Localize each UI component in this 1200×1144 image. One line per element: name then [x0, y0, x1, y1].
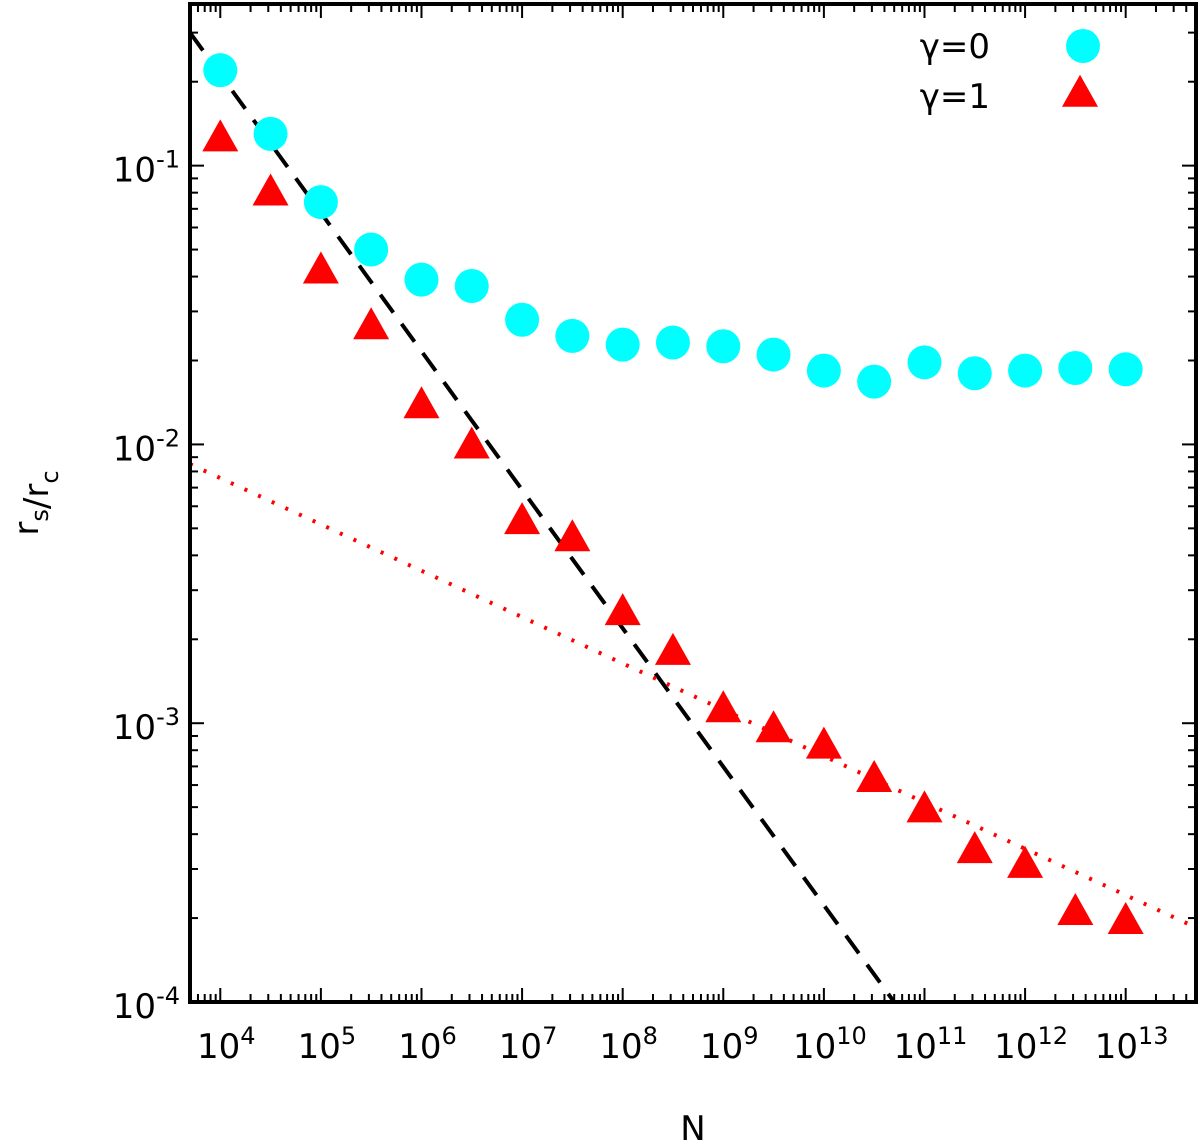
data-point-triangle	[1107, 901, 1144, 934]
data-point-triangle	[353, 307, 390, 340]
data-point-triangle	[302, 251, 339, 284]
dashed-fit-line	[190, 31, 896, 1002]
data-point-circle	[555, 318, 590, 353]
data-point-triangle	[504, 502, 541, 535]
data-point-circle	[203, 53, 238, 88]
x-tick-label: 105	[298, 1022, 357, 1067]
data-point-circle	[806, 353, 841, 388]
data-point-triangle	[453, 426, 490, 459]
data-point-circle	[706, 329, 741, 364]
data-point-circle	[454, 269, 489, 304]
data-point-circle	[404, 262, 439, 297]
data-point-triangle	[956, 831, 993, 864]
x-tick-label: 109	[700, 1022, 759, 1067]
data-point-triangle	[403, 386, 440, 419]
data-point-circle	[303, 185, 338, 220]
x-tick-label: 1011	[894, 1022, 968, 1067]
data-point-circle	[253, 116, 288, 151]
data-point-triangle	[1007, 845, 1044, 878]
data-point-triangle	[654, 632, 691, 665]
legend-label-gamma0: γ=0	[920, 27, 990, 67]
data-point-circle	[907, 345, 942, 380]
data-point-circle	[756, 337, 791, 372]
data-point-triangle	[856, 759, 893, 792]
x-tick-label: 108	[599, 1022, 658, 1067]
series-gamma1-points	[202, 119, 1144, 934]
data-point-triangle	[1057, 892, 1094, 925]
data-point-triangle	[705, 690, 742, 723]
data-point-circle	[1008, 353, 1043, 388]
data-point-triangle	[202, 119, 239, 152]
legend: γ=0 γ=1	[920, 27, 1100, 117]
data-point-triangle	[604, 593, 641, 626]
legend-marker-triangle	[1062, 74, 1098, 107]
data-point-circle	[1108, 352, 1143, 387]
x-tick-label: 1013	[1095, 1022, 1169, 1067]
data-point-circle	[1058, 350, 1093, 385]
data-point-circle	[354, 232, 389, 267]
x-tick-label: 106	[398, 1022, 457, 1067]
data-point-triangle	[252, 173, 289, 206]
y-tick-label: 10-1	[113, 146, 180, 191]
data-point-triangle	[755, 710, 792, 743]
data-point-circle	[857, 364, 892, 399]
plot-frame	[188, 2, 1198, 1004]
tick-labels: 104 105 106 107 108 109 1010 1011 1012 1013 10-1 10…	[113, 146, 1169, 1067]
x-tick-label: 1012	[994, 1022, 1068, 1067]
reference-lines	[190, 31, 1196, 1002]
data-point-circle	[605, 327, 640, 362]
y-axis-title: rs/rc	[7, 470, 64, 535]
dotted-fit-line	[190, 462, 1196, 930]
x-tick-label: 107	[499, 1022, 558, 1067]
x-tick-label: 1010	[793, 1022, 867, 1067]
legend-label-gamma1: γ=1	[920, 77, 990, 117]
data-point-circle	[957, 356, 992, 391]
y-tick-label: 10-4	[113, 982, 180, 1027]
x-axis-title: N	[680, 1109, 705, 1144]
y-tick-label: 10-3	[113, 703, 180, 748]
x-tick-label: 104	[197, 1022, 256, 1067]
axis-ticks	[189, 4, 1197, 1003]
data-point-triangle	[906, 790, 943, 823]
series-gamma0-points	[203, 53, 1143, 399]
data-point-triangle	[554, 519, 591, 552]
data-point-circle	[655, 325, 690, 360]
y-tick-label: 10-2	[113, 424, 180, 469]
legend-marker-circle	[1066, 29, 1100, 63]
data-point-triangle	[805, 726, 842, 759]
data-point-circle	[505, 302, 540, 337]
